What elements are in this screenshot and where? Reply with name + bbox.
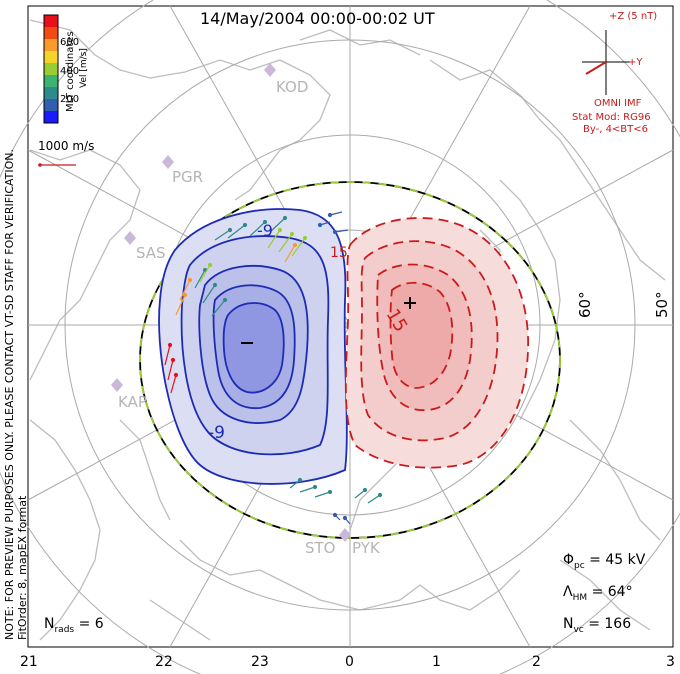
imf-condition: By-, 4<BT<6	[583, 124, 649, 135]
side-note: NOTE: FOR PREVIEW PURPOSES ONLY. PLEASE …	[3, 148, 16, 640]
contour-label-pos-1: 15	[330, 245, 348, 261]
mlt-tick-23: 23	[251, 654, 269, 670]
colorbar-tick-200: 200	[60, 94, 80, 105]
imf-stat-mod: Stat Mod: RG96	[572, 112, 651, 123]
colorbar-swatch	[44, 51, 58, 64]
colorbar-swatch	[44, 27, 58, 40]
velocity-vectors	[164, 211, 383, 525]
station-kod: KOD	[276, 78, 309, 96]
mlt-tick-3: 3	[666, 654, 675, 670]
colorbar-tick-600: 600	[60, 37, 80, 48]
contour-label-neg-2: -9	[208, 423, 225, 443]
stat-phi-pc: Φpc = 45 kV	[563, 552, 646, 571]
mlt-tick-2: 2	[532, 654, 541, 670]
colorbar-label: Vel [m/s]	[79, 48, 89, 88]
stat-phi-pc-value: = 45 kV	[589, 552, 646, 568]
colorbar-tick-400: 400	[60, 66, 80, 77]
velocity-colorbar	[43, 14, 59, 124]
imf-z-label: +Z (5 nT)	[609, 11, 658, 22]
colorbar-swatch	[44, 111, 58, 124]
hm-boundary-green	[139, 181, 561, 539]
lat-label-50: 50°	[653, 291, 671, 318]
positive-potential-cell	[344, 217, 529, 469]
stat-n-vc-value: = 166	[588, 616, 632, 632]
stat-n-vc: Nvc = 166	[563, 616, 632, 635]
station-sas: SAS	[136, 244, 166, 262]
station-pyk: PYK	[352, 539, 380, 557]
imf-y-label: +Y	[628, 57, 643, 68]
stat-n-rads-value: = 6	[78, 616, 104, 632]
station-kap: KAP	[118, 393, 147, 411]
contour-label-neg-1: -9	[257, 221, 273, 240]
imf-source: OMNI IMF	[594, 98, 642, 109]
negative-potential-cell	[158, 208, 348, 485]
stat-n-rads: Nrads = 6	[44, 616, 104, 635]
max-potential-marker	[404, 297, 416, 309]
station-markers	[111, 63, 351, 542]
mlt-tick-21: 21	[20, 654, 38, 670]
colorbar-swatch	[44, 75, 58, 88]
colorbar-swatch	[44, 63, 58, 76]
colorbar-swatch	[44, 87, 58, 100]
station-pgr: PGR	[172, 168, 204, 186]
mlt-tick-1: 1	[432, 654, 441, 670]
lat-label-60: 60°	[576, 291, 594, 318]
colorbar-swatch	[44, 15, 58, 28]
reference-vector	[38, 163, 76, 167]
colorbar-swatch	[44, 39, 58, 52]
stat-lambda-hm: ΛHM = 64°	[563, 584, 633, 603]
map-title: 14/May/2004 00:00-00:02 UT	[200, 9, 435, 28]
stat-lambda-hm-value: = 64°	[591, 584, 633, 600]
colorbar-border	[43, 14, 59, 124]
mlt-tick-0: 0	[345, 654, 354, 670]
side-fit-order: FitOrder: 8, mapEX format	[16, 495, 29, 640]
colorbar-swatch	[44, 99, 58, 112]
station-sto: STO	[305, 539, 336, 557]
imf-dial	[582, 30, 630, 95]
reference-vector-label: 1000 m/s	[38, 139, 95, 153]
mlt-tick-22: 22	[155, 654, 173, 670]
